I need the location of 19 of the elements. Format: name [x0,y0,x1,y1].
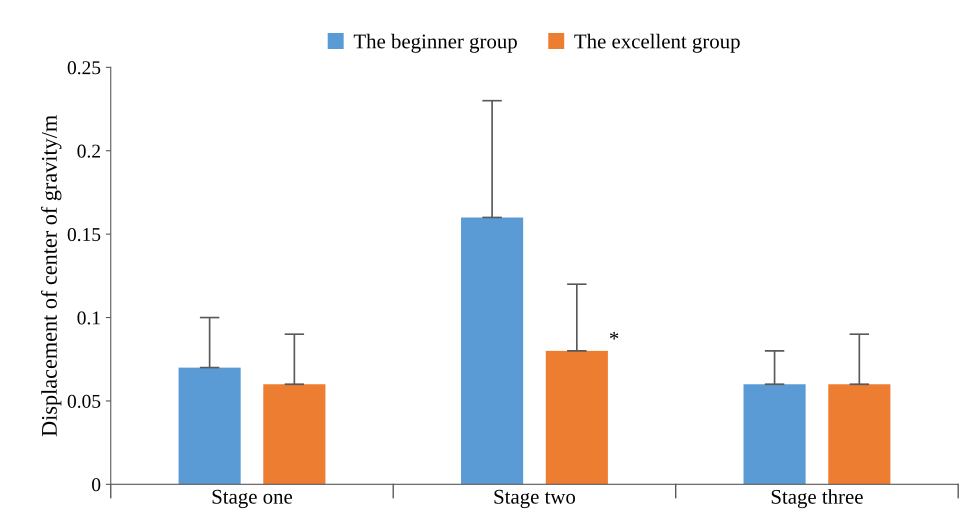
bar [828,384,890,484]
y-tick-label: 0.05 [68,394,100,408]
y-tick-label: 0.25 [68,61,100,74]
y-tick-label: 0.2 [77,144,100,158]
bar [546,350,608,484]
bar [461,217,524,484]
y-axis-title: Displacement of center of gravity/m [41,115,62,436]
bar [263,384,326,484]
annotation: * [610,332,618,340]
x-tick-label: Stage three [772,489,863,508]
x-tick-label: Stage one [212,490,292,508]
bar [178,368,241,484]
y-tick-label: 0.1 [77,311,100,325]
legend-label: The excellent group [574,34,740,53]
bar [744,384,806,484]
y-tick-label: 0.15 [68,228,100,242]
x-tick-label: Stage two [494,490,576,508]
legend-label: The beginner group [354,34,517,53]
y-tick-label: 0 [92,478,100,492]
